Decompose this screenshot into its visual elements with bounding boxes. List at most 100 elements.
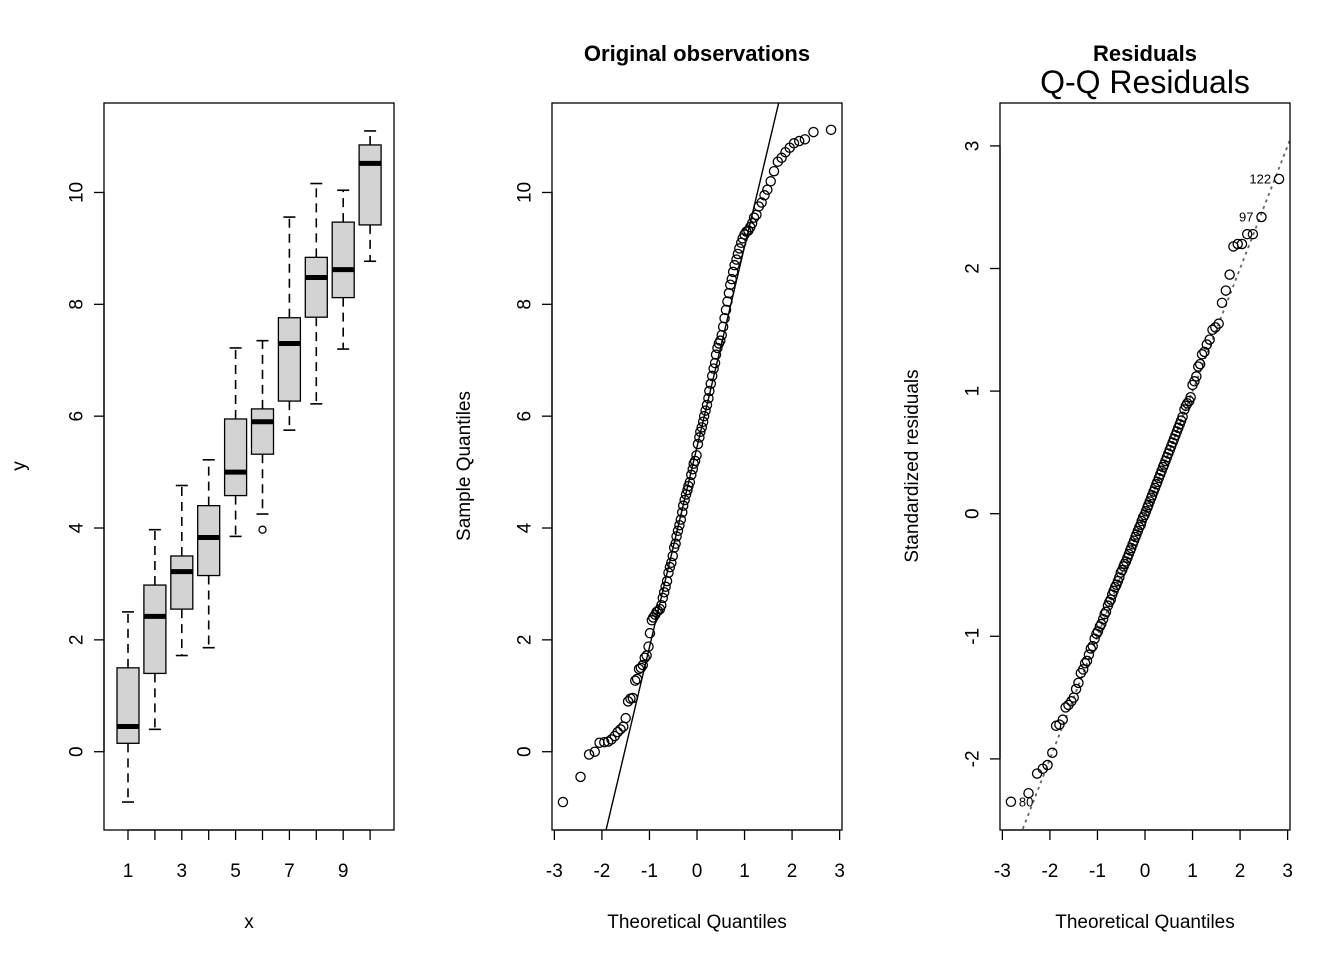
qq-point [808, 126, 819, 138]
qq-point [732, 248, 744, 260]
qq-point [1057, 714, 1069, 725]
y-tick-label: 0 [515, 746, 536, 757]
qq-point [1096, 618, 1107, 630]
qq-point [686, 469, 697, 481]
qq-point [1220, 285, 1232, 296]
qq-residuals-axes: -2 -1 0 1 2 3 -3 -2 -1 0 1 2 3 [963, 141, 1293, 882]
qq-point [644, 627, 656, 639]
x-tick-label: 1 [1187, 861, 1198, 882]
qq-point [612, 726, 623, 738]
qq-point [709, 357, 721, 369]
qq-point-label: 97 [1239, 210, 1253, 225]
qq-point [656, 599, 667, 611]
qq-point [664, 561, 676, 573]
qq-point [557, 796, 569, 808]
y-tick-label: 3 [963, 141, 984, 152]
x-tick-label: 2 [787, 861, 798, 882]
qq-point [1079, 658, 1091, 669]
qq-residuals-title: Residuals [1093, 41, 1197, 66]
qq-point [575, 771, 586, 783]
qq-point [1210, 322, 1221, 333]
qq-point [720, 304, 732, 316]
qq-point [602, 736, 614, 747]
qq-point [1273, 173, 1285, 185]
box-iqr [223, 418, 248, 497]
qq-point [1073, 677, 1084, 689]
qq-point [1109, 582, 1121, 593]
qq-point [1182, 398, 1193, 409]
qq-reference-line [605, 103, 780, 830]
qq-point [663, 567, 674, 579]
box-iqr [250, 408, 275, 455]
box-iqr [331, 221, 355, 299]
x-tick-label: -2 [1041, 861, 1058, 882]
qq-point [637, 659, 649, 671]
qq-point [1199, 346, 1210, 358]
qq-point [1207, 324, 1218, 336]
qq-point [697, 416, 709, 428]
x-tick-label: -2 [593, 861, 610, 882]
qq-point [1241, 228, 1253, 240]
qq-point [1196, 349, 1208, 360]
qq-point [704, 385, 715, 397]
qq-point [677, 500, 689, 511]
qq-point [660, 581, 671, 592]
qq-point [799, 134, 811, 145]
qq-point [726, 273, 737, 285]
qq-point [661, 575, 673, 587]
qq-point [722, 296, 733, 307]
qq-point [705, 378, 717, 389]
qq-point [698, 410, 710, 422]
qq-point [1185, 391, 1196, 403]
boxplot-panel: 0 2 4 6 8 10 1 3 5 7 9 x y [9, 102, 395, 933]
qq-point [734, 243, 745, 254]
boxplot-axes: 0 2 4 6 8 10 1 3 5 7 9 [67, 182, 371, 882]
x-tick-label: 1 [739, 861, 750, 882]
box-iqr [197, 504, 221, 577]
qq-point [756, 197, 767, 208]
qq-point [768, 165, 780, 177]
box-outlier [258, 525, 267, 534]
x-tick-label: 0 [1140, 861, 1151, 882]
x-tick-label: -3 [994, 861, 1011, 882]
y-tick-label: 8 [515, 299, 536, 310]
qq-point [715, 335, 726, 346]
qq-point [700, 405, 711, 416]
box-iqr [358, 144, 382, 226]
box-group-9 [331, 189, 355, 350]
y-tick-label: 4 [67, 522, 88, 533]
qq-point [776, 152, 787, 164]
y-tick-label: 4 [515, 522, 536, 533]
qq-point [635, 662, 647, 674]
qq-point [675, 514, 687, 525]
qq-point-label: 80 [1019, 794, 1033, 809]
x-tick-label: 9 [338, 861, 349, 882]
qq-point [1213, 318, 1224, 329]
qq-point [696, 422, 708, 433]
qq-point [1081, 655, 1093, 667]
qq-point [1047, 747, 1058, 759]
qq-point [1085, 643, 1097, 654]
x-tick-label: -1 [641, 861, 658, 882]
qq-point [712, 342, 723, 354]
x-tick-label: 3 [177, 861, 188, 882]
boxplot-plot-frame [103, 102, 395, 831]
x-tick-label: 5 [230, 861, 241, 882]
qq-point [627, 692, 639, 704]
qq-point [684, 476, 696, 488]
qq-residuals-x-axis-label: Theoretical Quantiles [1055, 912, 1235, 933]
x-tick-label: 3 [834, 861, 845, 882]
qq-point [671, 531, 682, 542]
qq-point [1236, 238, 1248, 250]
x-tick-label: 3 [1282, 861, 1293, 882]
qq-point [694, 432, 705, 443]
qq-point [1192, 361, 1204, 372]
qq-point [716, 329, 727, 341]
qq-point [691, 450, 702, 461]
qq-point-label: 122 [1249, 172, 1271, 187]
y-tick-label: 0 [963, 508, 984, 519]
x-tick-label: 0 [692, 861, 703, 882]
qq-point [615, 724, 626, 735]
qq-point [677, 507, 688, 518]
